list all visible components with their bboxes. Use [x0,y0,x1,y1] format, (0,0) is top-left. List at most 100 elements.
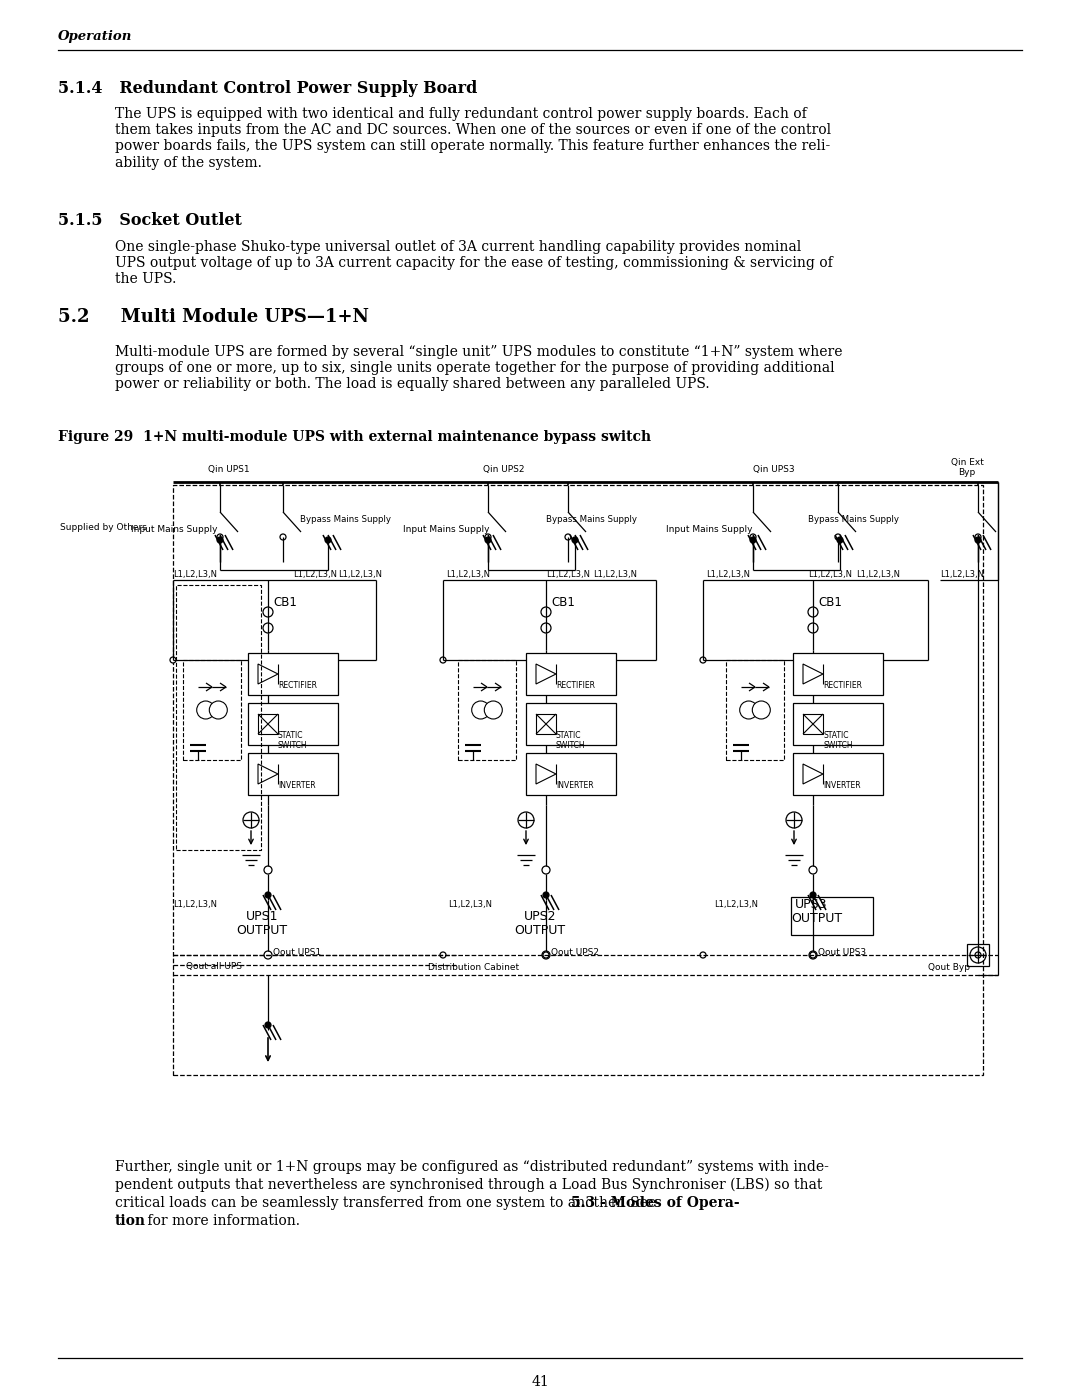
Text: Qout Byp: Qout Byp [928,963,970,971]
Text: CB1: CB1 [818,595,842,609]
Text: STATIC: STATIC [823,731,849,739]
Text: Figure 29  1+N multi-module UPS with external maintenance bypass switch: Figure 29 1+N multi-module UPS with exte… [58,430,651,444]
Circle shape [264,951,272,958]
Circle shape [543,893,549,898]
Text: Input Mains Supply: Input Mains Supply [666,525,753,535]
Text: 41: 41 [531,1375,549,1389]
Text: L1,L2,L3,N: L1,L2,L3,N [856,570,900,580]
Circle shape [485,534,491,541]
Text: 5.1.4   Redundant Control Power Supply Board: 5.1.4 Redundant Control Power Supply Boa… [58,80,477,96]
Bar [793,753,883,795]
Circle shape [700,657,706,664]
Text: L1,L2,L3,N: L1,L2,L3,N [293,570,337,580]
Circle shape [170,657,176,664]
Text: L1,L2,L3,N: L1,L2,L3,N [706,570,750,580]
Text: Qin Ext: Qin Ext [951,458,984,467]
Bar [248,652,338,694]
Text: SWITCH: SWITCH [278,740,308,750]
Text: STATIC: STATIC [556,731,581,739]
Circle shape [700,951,706,958]
Circle shape [280,534,286,541]
Circle shape [543,951,549,958]
Circle shape [197,701,215,719]
Text: pendent outputs that nevertheless are synchronised through a Load Bus Synchronis: pendent outputs that nevertheless are sy… [114,1178,822,1193]
Circle shape [265,1023,271,1028]
Text: 5.3 - Modes of Opera-: 5.3 - Modes of Opera- [571,1196,740,1210]
Circle shape [565,534,571,541]
Circle shape [750,534,756,541]
Circle shape [485,536,491,543]
Text: UPS1: UPS1 [246,911,279,923]
Circle shape [210,701,227,719]
Text: SWITCH: SWITCH [823,740,852,750]
Circle shape [975,534,981,541]
Bar [793,703,883,745]
Text: INVERTER: INVERTER [278,781,315,789]
Circle shape [472,701,489,719]
Text: Qin UPS1: Qin UPS1 [208,465,249,474]
Circle shape [542,951,550,958]
Bar [793,652,883,694]
Circle shape [750,536,756,543]
Circle shape [325,536,330,543]
Text: critical loads can be seamlessly transferred from one system to another. See: critical loads can be seamlessly transfe… [114,1196,661,1210]
Text: L1,L2,L3,N: L1,L2,L3,N [808,570,852,580]
Circle shape [810,951,816,958]
Circle shape [217,536,222,543]
Text: Operation: Operation [58,29,133,43]
Text: CB1: CB1 [551,595,575,609]
Bar [248,753,338,795]
Circle shape [264,623,273,633]
Bar [726,659,784,760]
Text: Input Mains Supply: Input Mains Supply [131,525,217,535]
Bar [536,714,556,733]
Circle shape [264,608,273,617]
Text: Qin UPS3: Qin UPS3 [753,465,795,474]
Text: tion: tion [114,1214,146,1228]
Text: OUTPUT: OUTPUT [514,923,565,936]
Text: INVERTER: INVERTER [823,781,861,789]
Text: OUTPUT: OUTPUT [237,923,287,936]
Bar [967,944,989,965]
Bar [173,485,983,1076]
Text: Qout all UPS: Qout all UPS [186,963,242,971]
Text: Qout UPS1: Qout UPS1 [273,947,321,957]
Circle shape [217,534,222,541]
Circle shape [975,951,981,958]
Circle shape [975,536,981,543]
Text: Distribution Cabinet: Distribution Cabinet [428,963,519,971]
Circle shape [837,536,843,543]
Text: Qin UPS2: Qin UPS2 [483,465,525,474]
Circle shape [265,893,271,898]
Text: INVERTER: INVERTER [556,781,594,789]
Text: L1,L2,L3,N: L1,L2,L3,N [446,570,490,580]
Text: UPS3: UPS3 [795,898,827,911]
Bar [248,703,338,745]
Text: RECTIFIER: RECTIFIER [556,680,595,690]
Text: L1,L2,L3,N: L1,L2,L3,N [338,570,382,580]
Circle shape [541,623,551,633]
Bar [458,659,516,760]
Bar [526,703,616,745]
Text: 5.2     Multi Module UPS—1+N: 5.2 Multi Module UPS—1+N [58,307,369,326]
Text: L1,L2,L3,N: L1,L2,L3,N [173,901,217,909]
Text: One single-phase Shuko-type universal outlet of 3A current handling capability p: One single-phase Shuko-type universal ou… [114,240,833,286]
Circle shape [440,951,446,958]
Text: The UPS is equipped with two identical and fully redundant control power supply : The UPS is equipped with two identical a… [114,108,832,169]
Text: RECTIFIER: RECTIFIER [823,680,862,690]
Text: Bypass Mains Supply: Bypass Mains Supply [300,515,391,524]
Text: Input Mains Supply: Input Mains Supply [403,525,489,535]
Circle shape [835,534,841,541]
Text: UPS2: UPS2 [524,911,556,923]
Circle shape [572,536,578,543]
Circle shape [809,951,816,958]
Text: Bypass Mains Supply: Bypass Mains Supply [808,515,899,524]
Bar [176,585,261,849]
Circle shape [810,893,816,898]
Text: 5.1.5   Socket Outlet: 5.1.5 Socket Outlet [58,212,242,229]
Bar [258,714,278,733]
Bar [183,659,241,760]
Circle shape [541,608,551,617]
Text: for more information.: for more information. [143,1214,300,1228]
Circle shape [542,866,550,875]
